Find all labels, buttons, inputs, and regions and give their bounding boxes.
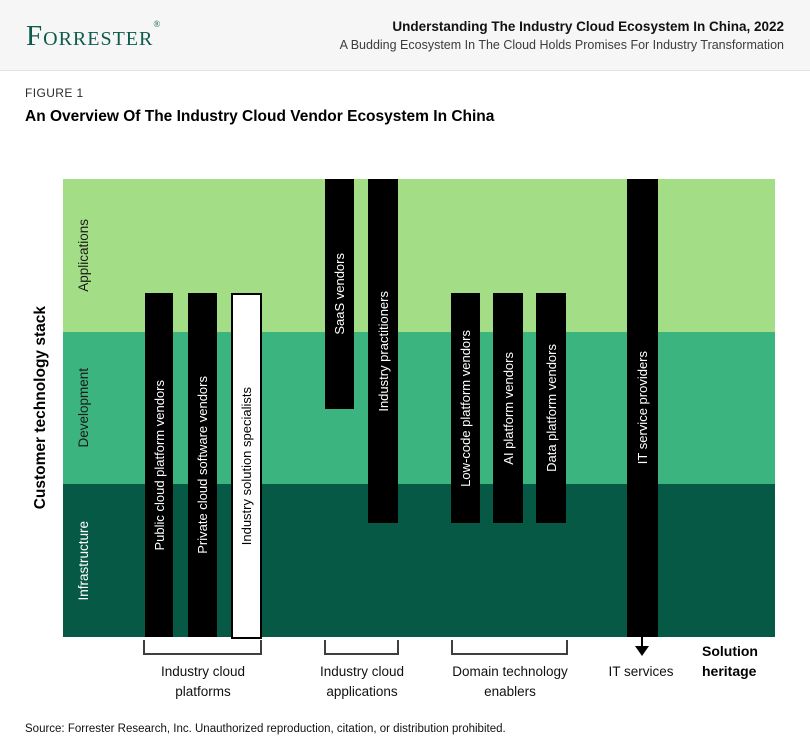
vendor-bar-low-code-platform-vendors: Low-code platform vendors — [451, 293, 480, 523]
group-label-industry-cloud-applications: Industry cloud applications — [319, 664, 405, 699]
figure-label: FIGURE 1 — [25, 86, 84, 100]
header-titles: Understanding The Industry Cloud Ecosyst… — [340, 19, 784, 52]
group-label-domain-technology-enablers: Domain technology enablers — [452, 664, 568, 699]
forrester-logo: Forrester® — [26, 18, 161, 52]
report-header: Forrester® Understanding The Industry Cl… — [0, 0, 810, 71]
vendor-bar-private-cloud-software-vendors: Private cloud software vendors — [188, 293, 217, 637]
group-label-industry-cloud-platforms: Industry cloud platforms — [160, 664, 246, 699]
band-label-applications: Applications — [76, 219, 91, 292]
report-subtitle: A Budding Ecosystem In The Cloud Holds P… — [339, 37, 784, 52]
vendor-bar-industry-solution-specialists: Industry solution specialists — [231, 293, 262, 639]
band-label-development: Development — [76, 368, 91, 448]
bracket-industry-cloud-platforms — [143, 640, 262, 655]
bracket-industry-cloud-applications — [324, 640, 399, 655]
solution-heritage-label: Solution heritage — [702, 643, 758, 679]
registered-trademark: ® — [153, 18, 161, 29]
vendor-bar-it-service-providers: IT service providers — [627, 179, 658, 637]
report-title: Understanding The Industry Cloud Ecosyst… — [392, 18, 784, 34]
band-label-infrastructure: Infrastructure — [76, 520, 91, 601]
source-text: Source: Forrester Research, Inc. Unautho… — [25, 723, 506, 735]
figure-title: An Overview Of The Industry Cloud Vendor… — [25, 108, 495, 125]
bracket-domain-technology-enablers — [451, 640, 568, 655]
vendor-bar-saas-vendors: SaaS vendors — [325, 179, 354, 409]
y-axis-label: Customer technology stack — [32, 306, 49, 510]
logo-text: Forrester — [26, 19, 154, 52]
vendor-bar-ai-platform-vendors: AI platform vendors — [493, 293, 523, 523]
arrow-down-head-icon — [635, 646, 649, 656]
arrow-down-icon — [641, 637, 643, 647]
vendor-bar-data-platform-vendors: Data platform vendors — [536, 293, 566, 523]
vendor-bar-industry-practitioners: Industry practitioners — [368, 179, 398, 523]
vendor-bar-public-cloud-platform-vendors: Public cloud platform vendors — [145, 293, 173, 637]
group-label-it-services: IT services — [608, 664, 674, 679]
